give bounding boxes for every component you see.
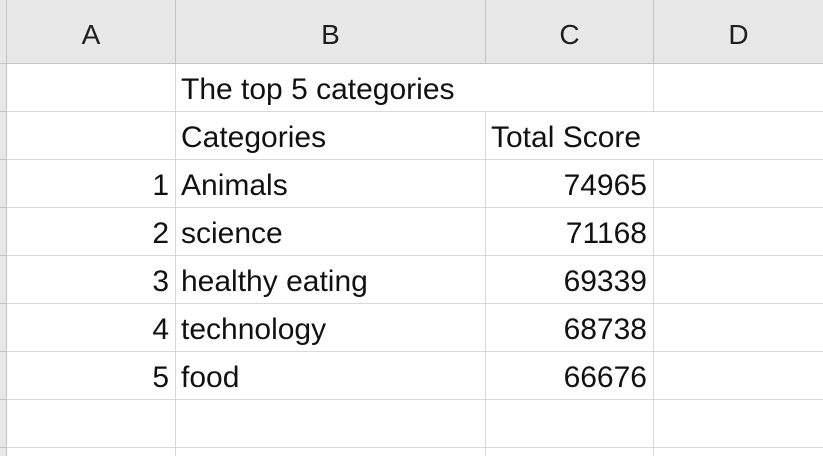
cell-c1[interactable] bbox=[486, 64, 654, 111]
cell-a1[interactable] bbox=[7, 64, 176, 111]
table-row bbox=[0, 448, 823, 456]
rank-cell[interactable]: 3 bbox=[7, 256, 176, 303]
empty-cell[interactable] bbox=[654, 352, 823, 399]
table-row: 2 science 71168 bbox=[0, 208, 823, 256]
table-row: 1 Animals 74965 bbox=[0, 160, 823, 208]
row-divider bbox=[0, 447, 7, 448]
cell-a2[interactable] bbox=[7, 112, 176, 159]
empty-cell[interactable] bbox=[654, 208, 823, 255]
empty-cell[interactable] bbox=[7, 400, 176, 447]
row-header-strip[interactable] bbox=[0, 0, 7, 456]
table-row: 4 technology 68738 bbox=[0, 304, 823, 352]
rank-cell[interactable]: 4 bbox=[7, 304, 176, 351]
row-divider bbox=[0, 159, 7, 160]
rank-cell[interactable]: 1 bbox=[7, 160, 176, 207]
header-total-score[interactable]: Total Score bbox=[491, 120, 642, 154]
category-cell[interactable]: healthy eating bbox=[176, 256, 486, 303]
score-cell[interactable]: 69339 bbox=[486, 256, 654, 303]
table-row: The top 5 categories bbox=[0, 64, 823, 112]
empty-cell[interactable] bbox=[654, 304, 823, 351]
row-divider bbox=[0, 303, 7, 304]
category-cell[interactable]: Animals bbox=[176, 160, 486, 207]
row-divider bbox=[0, 351, 7, 352]
score-cell[interactable]: 68738 bbox=[486, 304, 654, 351]
table-row: 3 healthy eating 69339 bbox=[0, 256, 823, 304]
category-cell[interactable]: science bbox=[176, 208, 486, 255]
row-divider bbox=[0, 207, 7, 208]
empty-cell[interactable] bbox=[176, 448, 486, 456]
table-row: Categories Total Score bbox=[0, 112, 823, 160]
header-categories[interactable]: Categories bbox=[176, 112, 486, 159]
score-cell[interactable]: 66676 bbox=[486, 352, 654, 399]
empty-cell[interactable] bbox=[654, 256, 823, 303]
empty-cell[interactable] bbox=[654, 400, 823, 447]
row-divider bbox=[0, 399, 7, 400]
title-cell[interactable]: The top 5 categories bbox=[181, 72, 455, 106]
table-row: 5 food 66676 bbox=[0, 352, 823, 400]
table-row bbox=[0, 400, 823, 448]
category-cell[interactable]: technology bbox=[176, 304, 486, 351]
empty-cell[interactable] bbox=[654, 160, 823, 207]
row-divider bbox=[0, 111, 7, 112]
column-header-d[interactable]: D bbox=[728, 18, 749, 50]
cell-d2[interactable] bbox=[654, 112, 823, 159]
row-divider bbox=[0, 63, 7, 64]
empty-cell[interactable] bbox=[176, 400, 486, 447]
column-header-a[interactable]: A bbox=[7, 0, 176, 63]
score-cell[interactable]: 71168 bbox=[486, 208, 654, 255]
row-divider bbox=[0, 255, 7, 256]
rank-cell[interactable]: 2 bbox=[7, 208, 176, 255]
empty-cell[interactable] bbox=[654, 448, 823, 456]
empty-cell[interactable] bbox=[486, 400, 654, 447]
column-header-row: A B C D bbox=[0, 0, 823, 64]
column-header-b[interactable]: B bbox=[176, 0, 486, 63]
cell-d1[interactable] bbox=[654, 64, 823, 111]
score-cell[interactable]: 74965 bbox=[486, 160, 654, 207]
empty-cell[interactable] bbox=[7, 448, 176, 456]
category-cell[interactable]: food bbox=[176, 352, 486, 399]
empty-cell[interactable] bbox=[486, 448, 654, 456]
rank-cell[interactable]: 5 bbox=[7, 352, 176, 399]
column-header-c[interactable]: C bbox=[486, 0, 654, 63]
